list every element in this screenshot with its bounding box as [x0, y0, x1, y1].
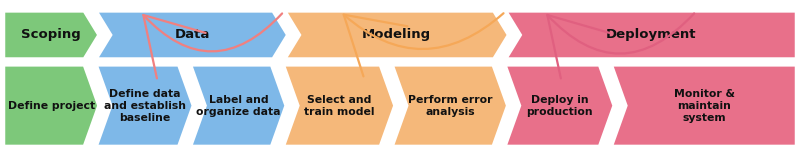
Polygon shape: [97, 65, 193, 146]
FancyArrowPatch shape: [143, 13, 282, 78]
Text: Data: Data: [174, 28, 210, 41]
Polygon shape: [4, 65, 98, 146]
Text: Define project: Define project: [8, 101, 94, 111]
Polygon shape: [284, 65, 394, 146]
Polygon shape: [612, 65, 796, 146]
Polygon shape: [506, 65, 614, 146]
Text: Label and
organize data: Label and organize data: [196, 95, 281, 117]
Text: Deployment: Deployment: [606, 28, 697, 41]
Polygon shape: [97, 11, 287, 59]
Text: Select and
train model: Select and train model: [304, 95, 374, 117]
Polygon shape: [191, 65, 286, 146]
Text: Deploy in
production: Deploy in production: [526, 95, 593, 117]
Text: Scoping: Scoping: [22, 28, 81, 41]
Polygon shape: [286, 11, 508, 59]
Text: Define data
and establish
baseline: Define data and establish baseline: [104, 89, 186, 123]
FancyArrowPatch shape: [344, 13, 503, 76]
Polygon shape: [506, 11, 796, 59]
Polygon shape: [393, 65, 507, 146]
FancyArrowPatch shape: [547, 13, 694, 78]
Polygon shape: [4, 11, 98, 59]
Text: Monitor &
maintain
system: Monitor & maintain system: [674, 89, 734, 123]
Text: Modeling: Modeling: [362, 28, 431, 41]
Text: Perform error
analysis: Perform error analysis: [408, 95, 492, 117]
